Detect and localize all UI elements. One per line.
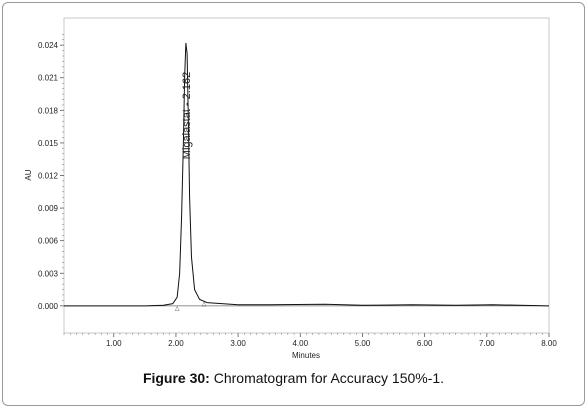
plot-area	[63, 17, 550, 334]
x-axis-ticks: 1.00 2.00 3.00 4.00 5.00 6.00 7.00 8.00	[63, 333, 557, 348]
figure-caption: Figure 30: Chromatogram for Accuracy 150…	[0, 370, 587, 386]
integration-markers: △△	[175, 302, 207, 312]
y-tick-label: 0.018	[38, 106, 59, 115]
y-tick-label: 0.024	[38, 41, 59, 50]
caption-text: Chromatogram for Accuracy 150%-1.	[213, 370, 445, 386]
y-axis-title: AU	[24, 169, 33, 180]
y-tick-label: 0.009	[38, 204, 59, 213]
y-tick-label: 0.012	[38, 172, 59, 181]
y-tick-label: 0.003	[38, 269, 59, 278]
x-tick-label: 1.00	[106, 339, 122, 348]
y-axis-ticks: 0.000 0.003 0.006 0.009 0.012 0.015 0.018 0.021…	[38, 34, 64, 311]
integration-marker: △	[175, 306, 180, 312]
y-tick-label: 0.015	[38, 139, 59, 148]
x-tick-label: 4.00	[292, 339, 308, 348]
y-tick-label: 0.021	[38, 74, 59, 83]
y-tick-label: 0.000	[38, 302, 59, 311]
x-tick-label: 7.00	[479, 339, 495, 348]
peak-label: Migalastat - 2.162	[181, 72, 193, 159]
x-tick-label: 6.00	[417, 339, 433, 348]
x-tick-label: 3.00	[230, 339, 246, 348]
x-axis-title: Minutes	[292, 351, 320, 360]
caption-figure-label: Figure 30:	[142, 370, 210, 386]
integration-marker: △	[202, 302, 207, 308]
x-tick-label: 8.00	[541, 339, 557, 348]
chromatogram-trace	[64, 42, 550, 307]
y-tick-label: 0.006	[38, 237, 59, 246]
x-tick-label: 5.00	[355, 339, 371, 348]
x-tick-label: 2.00	[168, 339, 184, 348]
